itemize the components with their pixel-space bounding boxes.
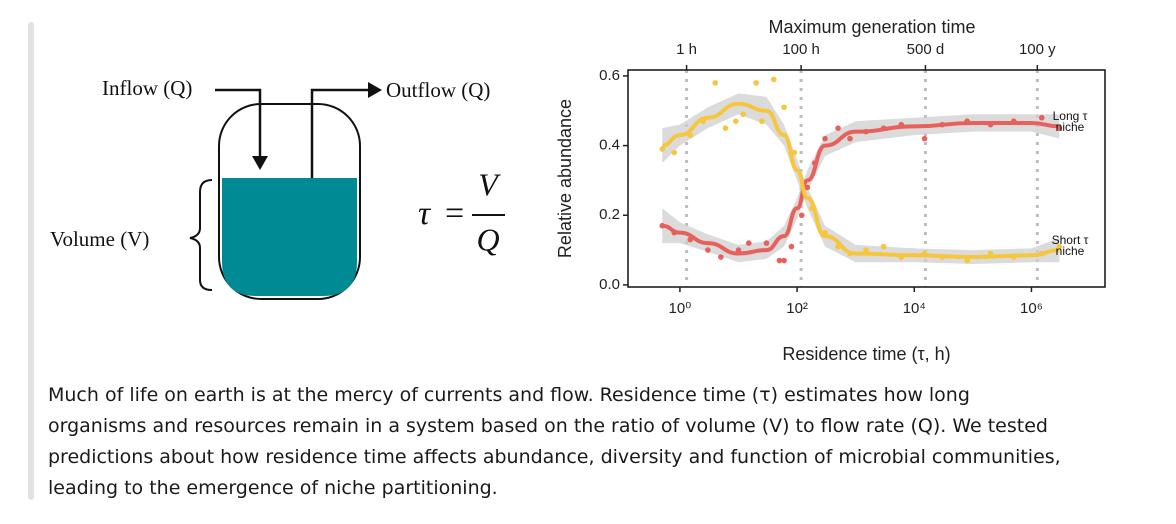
- brace: [189, 179, 213, 291]
- fit-line: [662, 120, 1060, 256]
- outflow-head: [368, 82, 382, 98]
- vessel: [218, 103, 361, 300]
- point: [835, 125, 841, 131]
- point: [718, 254, 724, 260]
- x-tick-label: 10⁶: [1020, 300, 1043, 317]
- chart: 1 h 100 h 500 d 100 y 0.0 0.2 0.4 0.6 10⁰ 10² 10⁴ 1…: [555, 17, 1106, 364]
- y-tick-label: 0.2: [599, 206, 620, 223]
- point: [776, 257, 783, 264]
- ribbon: [662, 114, 1060, 263]
- y-axis-title: Relative abundance: [555, 99, 575, 258]
- point: [753, 80, 759, 86]
- point: [770, 76, 777, 83]
- x-axis-title: Residence time (τ, h): [782, 344, 950, 364]
- point: [671, 149, 678, 156]
- point: [746, 240, 752, 246]
- caption-line: Much of life on earth is at the mercy of…: [48, 384, 970, 406]
- x2-axis-title: Maximum generation time: [768, 17, 975, 37]
- x-tick-label: 10²: [786, 300, 808, 317]
- point: [712, 80, 718, 86]
- x2-tick-label: 500 d: [907, 41, 945, 58]
- point: [763, 240, 770, 246]
- point: [921, 135, 928, 142]
- legend-label: Short τ niche: [1051, 233, 1089, 259]
- inflow-arrow: [215, 88, 262, 158]
- caption-line: predictions about how residence time aff…: [48, 446, 1061, 468]
- point: [722, 125, 729, 131]
- denominator: Q: [476, 221, 499, 257]
- x-tick-label: 10⁴: [903, 300, 926, 317]
- point: [740, 111, 746, 118]
- point: [705, 247, 711, 253]
- point: [863, 247, 869, 253]
- point: [880, 243, 887, 250]
- equals: =: [445, 195, 464, 232]
- point: [847, 135, 853, 142]
- point: [659, 146, 666, 152]
- outflow-label: Outflow (Q): [386, 78, 490, 102]
- y-tick-label: 0.4: [599, 137, 620, 154]
- caption-line: leading to the emergence of niche partit…: [48, 477, 498, 499]
- quote-bar: [28, 22, 34, 500]
- x-tick-label: 10⁰: [669, 300, 692, 317]
- point: [1056, 243, 1063, 250]
- tau: τ: [418, 195, 432, 232]
- fit-line: [661, 101, 1060, 260]
- point: [759, 118, 765, 125]
- numerator: V: [478, 166, 501, 202]
- inflow-label: Inflow (Q): [102, 76, 192, 100]
- point: [735, 247, 742, 253]
- inflow-head: [252, 156, 268, 170]
- y-tick-label: 0.0: [599, 276, 620, 293]
- point: [788, 243, 795, 250]
- point: [822, 135, 828, 142]
- x2-tick-label: 100 y: [1019, 41, 1056, 58]
- x2-tick-label: 100 h: [782, 41, 820, 58]
- point: [791, 149, 798, 156]
- point: [781, 104, 787, 111]
- y-tick-label: 0.6: [599, 67, 620, 84]
- point: [1038, 114, 1045, 121]
- caption-line: organisms and resources remain in a syst…: [48, 415, 1048, 437]
- liquid: [222, 178, 357, 296]
- point: [964, 257, 970, 264]
- point: [781, 257, 787, 264]
- point: [798, 212, 805, 219]
- volume-label: Volume (V): [50, 227, 149, 251]
- x2-tick-label: 1 h: [676, 41, 697, 58]
- point: [733, 118, 739, 125]
- plot-frame: [627, 69, 1106, 288]
- legend-label: Long τ niche: [1052, 109, 1088, 135]
- outflow-arrow: [310, 88, 370, 178]
